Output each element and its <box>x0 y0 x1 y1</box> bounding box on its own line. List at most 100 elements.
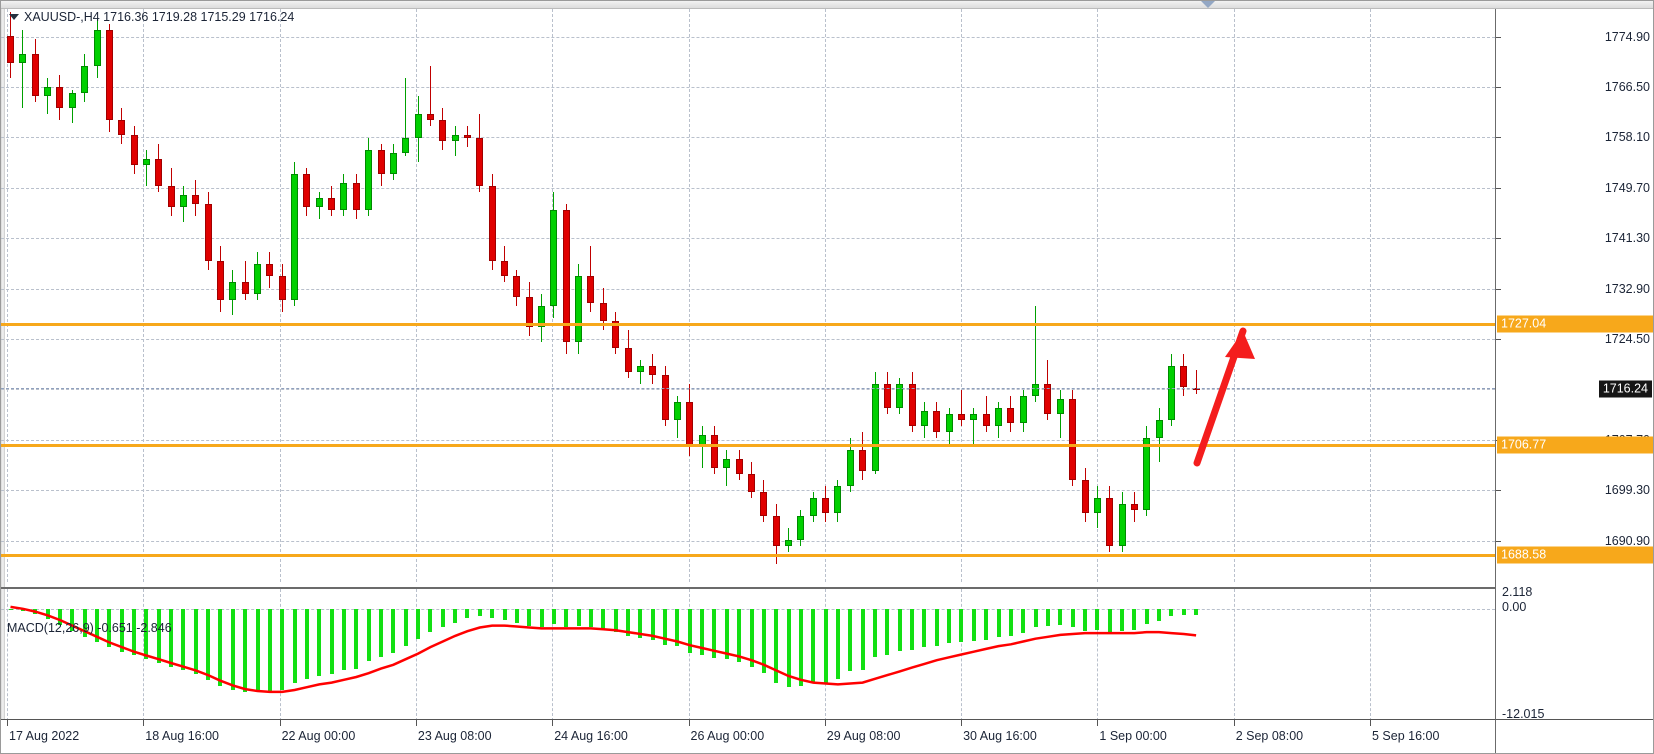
macd-histogram-bar <box>95 608 99 643</box>
level-price-badge[interactable]: 1706.77 <box>1497 436 1653 454</box>
candle-body <box>1093 498 1101 513</box>
candle-body <box>883 384 891 408</box>
candle <box>1143 9 1151 582</box>
current-price-badge[interactable]: 1716.24 <box>1598 380 1652 398</box>
macd-indicator-pane[interactable] <box>1 587 1495 721</box>
candle <box>723 9 731 582</box>
candle-body <box>896 384 904 408</box>
candle <box>822 9 830 582</box>
candle <box>278 9 286 582</box>
candle <box>1032 9 1039 582</box>
candle <box>488 9 496 582</box>
time-axis-tick-label: 24 Aug 16:00 <box>554 729 628 743</box>
macd-histogram-bar <box>724 608 729 660</box>
macd-histogram-bar <box>811 608 816 684</box>
candle-body <box>105 30 113 120</box>
candle-body <box>241 282 249 294</box>
macd-histogram-bar <box>749 608 754 667</box>
macd-histogram-bar <box>1021 608 1026 634</box>
candle <box>19 9 27 582</box>
chart-title-bar[interactable]: XAUUSD-,H4 1716.36 1719.28 1715.29 1716.… <box>9 10 294 24</box>
candle <box>661 9 669 582</box>
macd-histogram-bar <box>564 608 569 628</box>
price-axis-tick-mark <box>1496 540 1501 542</box>
time-axis-tick-mark <box>552 720 554 726</box>
time-axis-tick-mark <box>7 720 8 726</box>
macd-histogram-bar <box>798 608 803 687</box>
macd-histogram-bar <box>1083 608 1087 632</box>
candle-body <box>785 540 792 546</box>
time-axis-tick-mark <box>279 720 281 726</box>
candle <box>204 9 212 582</box>
candle-body <box>278 276 286 300</box>
level-price-badge[interactable]: 1688.58 <box>1497 546 1653 563</box>
macd-histogram-bar <box>539 608 544 628</box>
candle <box>760 9 768 582</box>
time-axis-tick-label: 5 Sep 16:00 <box>1372 729 1440 743</box>
grid-line-horizontal <box>1 339 1495 340</box>
candle-body <box>1007 408 1015 423</box>
macd-histogram-bar <box>897 608 902 651</box>
candle-body <box>68 93 76 108</box>
candle-body <box>513 276 521 297</box>
candle <box>846 9 854 582</box>
candle <box>1044 9 1052 582</box>
macd-histogram-bar <box>391 608 396 653</box>
price-chart-pane[interactable] <box>1 9 1495 582</box>
grid-line-vertical <box>1370 9 1371 582</box>
triangle-down-icon[interactable] <box>9 13 19 20</box>
macd-histogram-bar <box>774 608 779 684</box>
macd-histogram-bar <box>465 608 470 619</box>
candle-body <box>93 30 101 66</box>
grid-line-vertical <box>7 589 8 721</box>
time-axis-tick-mark <box>1233 720 1235 726</box>
candle <box>970 9 978 582</box>
macd-histogram-bar <box>626 608 630 636</box>
macd-histogram-bar <box>687 608 692 653</box>
grid-line-vertical <box>143 9 145 582</box>
candle <box>957 9 965 582</box>
candle <box>501 9 508 582</box>
candle-body <box>352 183 360 210</box>
price-axis[interactable]: 1774.90 1766.50 1758.10 1749.70 1741.30 1732.… <box>1495 9 1653 721</box>
candle-body <box>414 114 422 138</box>
grid-line-vertical <box>1233 589 1235 721</box>
candle-body <box>1130 504 1138 510</box>
candle-body <box>254 264 261 294</box>
macd-histogram-bar <box>453 608 458 623</box>
candle <box>908 9 916 582</box>
candle-body <box>599 303 607 321</box>
candle-body <box>340 183 348 210</box>
candle <box>920 9 928 582</box>
price-axis-tick-mark <box>1496 288 1501 290</box>
support-resistance-line <box>1 322 1495 326</box>
candle-body <box>908 384 916 426</box>
level-price-badge[interactable]: 1727.04 <box>1497 315 1653 333</box>
price-axis-tick-label: 1758.10 <box>1604 130 1650 145</box>
candle-body <box>550 210 558 306</box>
candle-body <box>1118 504 1126 546</box>
time-axis-tick-label: 26 Aug 00:00 <box>690 729 765 743</box>
macd-histogram-bar <box>70 608 75 632</box>
time-axis-tick-mark <box>415 720 417 726</box>
candle-body <box>649 366 657 375</box>
macd-histogram-bar <box>1058 608 1063 625</box>
candle-body <box>957 414 965 420</box>
candle <box>797 9 805 582</box>
grid-line-vertical <box>1097 589 1099 721</box>
candle <box>896 9 904 582</box>
candle <box>698 9 706 582</box>
macd-histogram-bar <box>601 608 606 630</box>
candle-body <box>995 408 1002 426</box>
candle <box>192 9 200 582</box>
window-top-strip <box>1 1 1653 9</box>
candle-body <box>377 150 385 174</box>
candle-wick <box>1059 390 1061 438</box>
candle <box>513 9 521 582</box>
candle <box>538 9 545 582</box>
candle <box>439 9 447 582</box>
macd-histogram-bar <box>1008 608 1013 636</box>
time-axis[interactable]: 17 Aug 2022 18 Aug 16:00 22 Aug 00:00 23 Au… <box>1 719 1576 753</box>
candle <box>1019 9 1027 582</box>
